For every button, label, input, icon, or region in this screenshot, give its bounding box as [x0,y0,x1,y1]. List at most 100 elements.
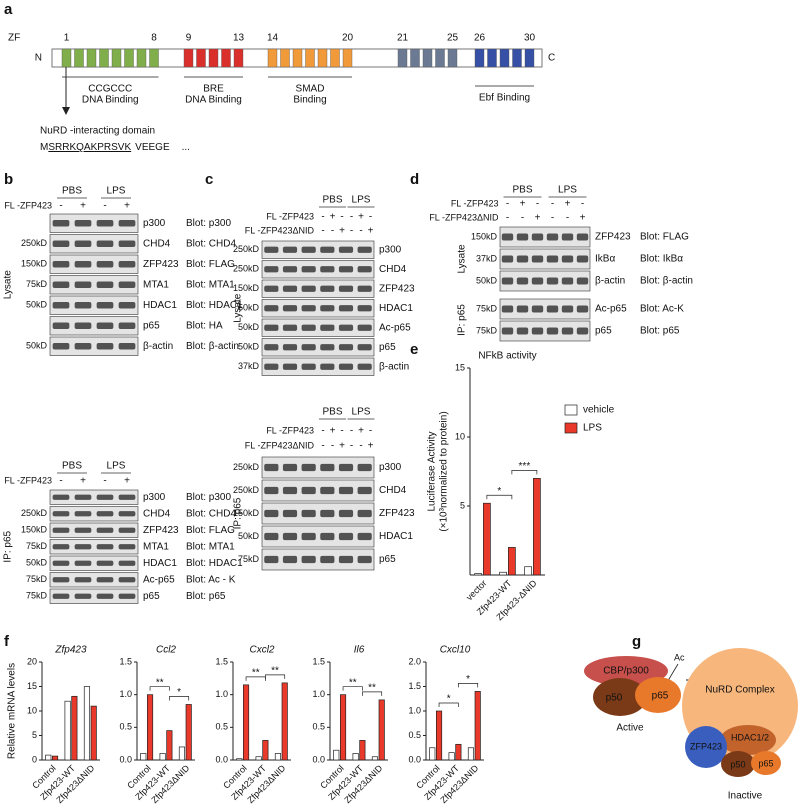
inactive-label: Inactive [728,791,763,802]
blot-band [338,532,354,541]
y-tick-label: 10 [455,431,465,441]
y-tick-label: 0.0 [119,754,132,764]
significance-label: *** [519,461,531,472]
blot-band [118,301,136,309]
condition-sign: - [506,213,509,224]
chart-title: Cxcl10 [440,645,471,656]
finger-number: 9 [186,33,192,44]
protein-label: HDAC1 [143,300,177,311]
protein-label: p300 [143,218,166,229]
condition-sign: - [581,199,584,210]
bar [448,752,455,761]
mw-label: 250kD [233,244,260,254]
finger-number: 30 [524,33,536,44]
zfp-shape [685,726,727,768]
blot-band [338,305,354,312]
condition-sign: - [59,476,62,487]
blot-band [282,285,298,292]
bar [508,547,516,576]
sequence-part: VEEGE [135,142,170,153]
zinc-finger [149,48,159,68]
blot-band [320,324,335,331]
finger-number: 20 [342,33,354,44]
blot-band [301,532,316,541]
blot-band [52,260,70,268]
blot-band [301,463,316,472]
bar [339,694,347,761]
blot-band [118,219,136,227]
bar [435,710,443,761]
protein-label: Ac-p65 [143,574,175,585]
bar [140,753,147,761]
blot-band [301,509,316,518]
blot-band [501,233,514,241]
blot-band [320,305,335,312]
zinc-finger [233,48,244,68]
blot-band [338,266,354,273]
blot-band [338,344,354,351]
y-tick-label: 1.0 [215,689,228,699]
zinc-finger [305,48,315,68]
condition-sign: - [59,201,62,212]
blot-band [501,305,514,313]
significance-label: * [497,486,501,497]
blot-band [118,577,136,583]
blot-band [282,486,298,495]
sequence-part: SRRKQAKPRSVK [48,142,131,153]
condition-sign: - [103,201,106,212]
blot-band [52,494,70,500]
condition-sign: - [350,226,353,237]
bar [159,753,166,761]
y-tick-label: 1.5 [408,681,421,691]
y-tick-label: 2.0 [408,656,421,666]
blot-band [74,527,92,533]
zinc-finger [267,48,278,68]
mw-label: 50kD [238,342,260,352]
mw-label: 250kD [233,462,260,472]
significance-label: ** [156,677,164,688]
side-label: IP: p65 [3,530,14,562]
finger-number: 13 [233,33,245,44]
zinc-finger [208,48,219,68]
blot-band [561,277,574,285]
blot-band [74,494,92,500]
blot-strip [49,275,139,295]
blot-band [320,463,335,472]
protein-label: ZFP423 [143,525,179,536]
blot-band [576,305,589,313]
blot-band [52,342,70,350]
condition-sign: - [321,226,324,237]
condition-sign: - [566,213,569,224]
side-label: IP: p65 [233,497,244,529]
blot-label: Blot: Ac - K [186,574,236,585]
bar [499,571,507,576]
condition-label: FL -ZFP423 [266,211,314,221]
blot-strip [499,270,591,292]
blot-band [546,233,559,241]
zinc-finger [487,48,497,68]
zinc-finger [183,48,194,68]
blot-band [74,544,92,550]
blot-band [320,486,335,495]
group-header: PBS [62,186,82,197]
zinc-finger [330,48,340,68]
blot-band [301,285,316,292]
blot-strip [49,588,139,604]
mw-label: 50kD [26,341,48,351]
blot-band [338,324,354,331]
blot-band [264,324,279,331]
blot-band [96,240,114,248]
blot-band [561,305,574,313]
blot-band [576,277,589,285]
blot-band [96,281,114,289]
cbp-shape [584,656,668,686]
bar [51,755,59,761]
bar [146,694,154,761]
condition-sign: - [331,226,334,237]
condition-sign: - [359,441,362,452]
blot-label: Blot: HDAC1 [186,300,243,311]
blot-band [96,301,114,309]
nurd-sequence: MSRRKQAKPRSVK VEEGE... [40,142,190,153]
blot-band [118,260,136,268]
n-terminus: N [35,53,42,64]
